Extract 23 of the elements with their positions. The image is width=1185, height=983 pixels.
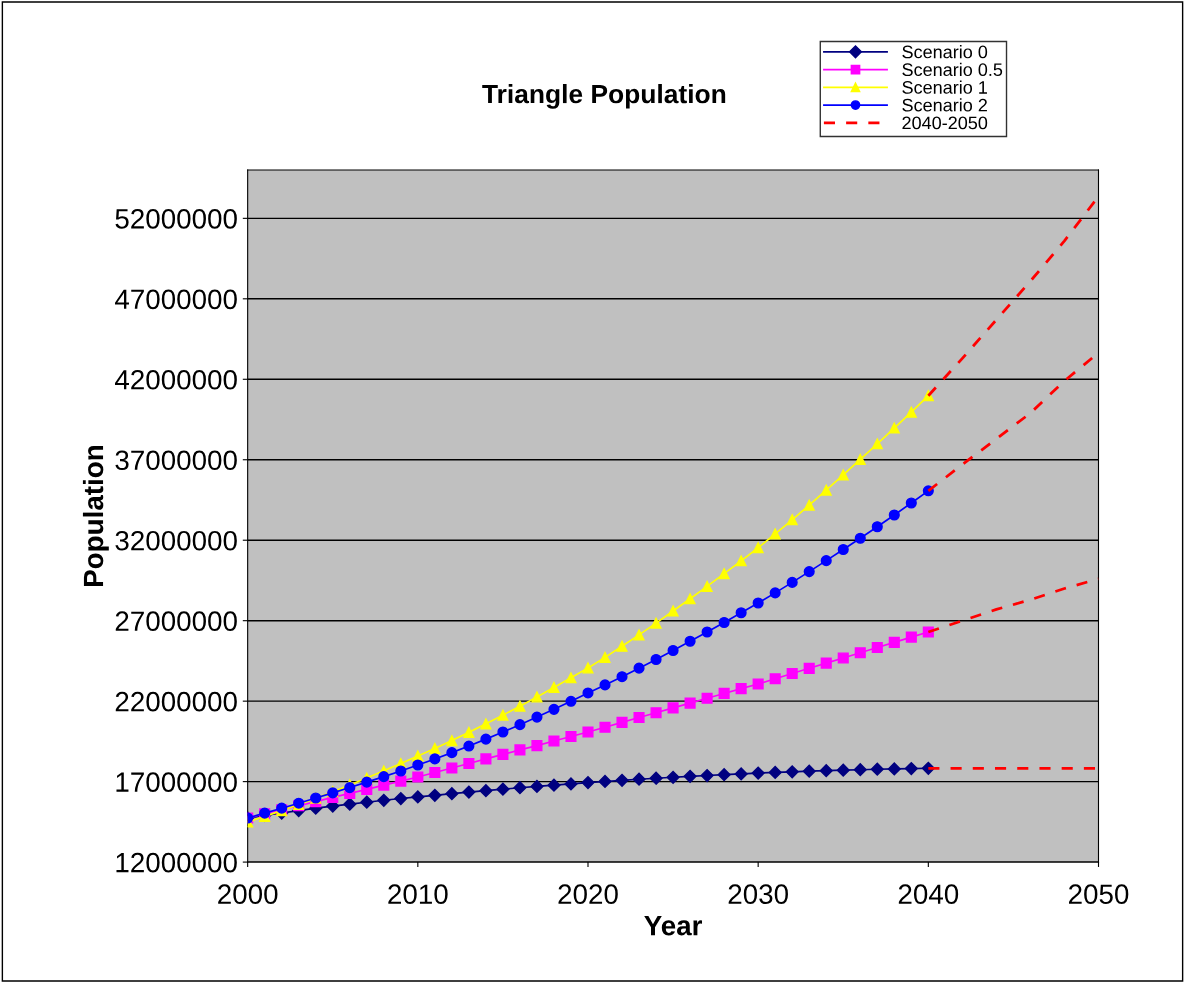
- y-tick-label: 22000000: [115, 691, 237, 712]
- y-tick-label: 32000000: [115, 530, 237, 551]
- y-tick-label: 42000000: [115, 369, 237, 390]
- x-tick-label: 2020: [558, 884, 618, 905]
- x-tick-label: 2010: [388, 884, 448, 905]
- legend-label: Scenario 0.5: [902, 62, 1003, 77]
- y-axis-title: Population: [82, 446, 109, 586]
- legend-label: 2040-2050: [902, 116, 988, 130]
- y-tick-label: 52000000: [115, 209, 237, 229]
- y-tick-label: 17000000: [116, 772, 237, 792]
- x-axis-title: Year: [644, 916, 703, 936]
- y-tick-label: 37000000: [115, 450, 237, 471]
- legend-label: Scenario 0: [902, 45, 988, 59]
- x-tick-label: 2000: [218, 884, 278, 905]
- y-tick-label: 12000000: [116, 852, 237, 873]
- x-tick-label: 2040: [898, 884, 959, 905]
- legend-label: Scenario 1: [902, 80, 987, 94]
- x-tick-label: 2030: [728, 884, 788, 905]
- chart-title: Triangle Population: [482, 83, 726, 109]
- legend-label: Scenario 2: [902, 98, 987, 112]
- y-tick-label: 27000000: [115, 611, 237, 632]
- x-tick-label: 2050: [1069, 884, 1129, 905]
- y-tick-label: 47000000: [115, 289, 237, 310]
